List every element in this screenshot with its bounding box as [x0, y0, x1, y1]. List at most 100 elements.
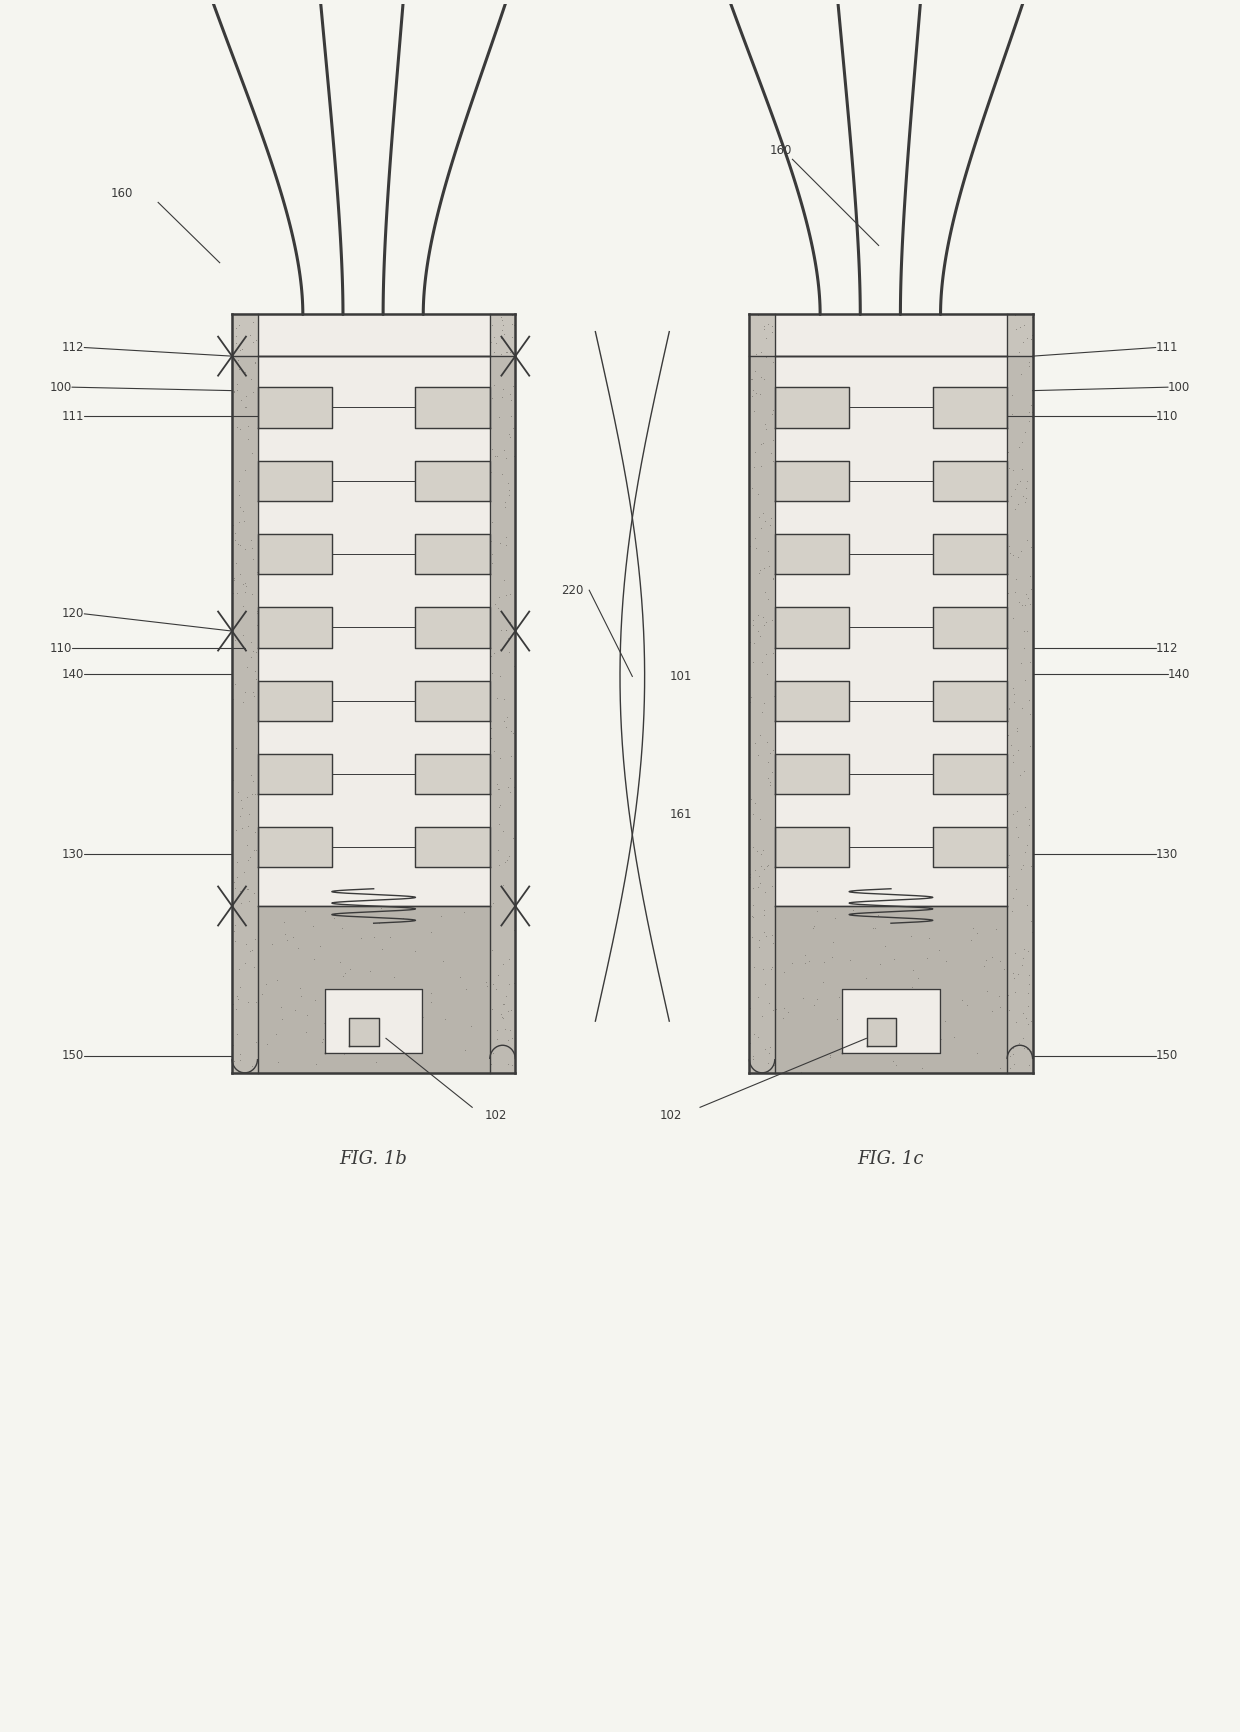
- Polygon shape: [932, 753, 1007, 795]
- Point: [239, 887, 259, 914]
- Point: [740, 629, 760, 656]
- Point: [232, 814, 252, 842]
- Point: [749, 934, 769, 961]
- Polygon shape: [775, 533, 849, 575]
- Point: [432, 902, 451, 930]
- Point: [260, 322, 280, 350]
- Point: [750, 869, 770, 897]
- Point: [482, 343, 502, 371]
- Point: [498, 970, 518, 998]
- Point: [484, 970, 503, 998]
- Point: [241, 843, 260, 871]
- Point: [1014, 634, 1034, 662]
- Point: [740, 994, 760, 1022]
- Point: [505, 703, 525, 731]
- Point: [482, 312, 502, 339]
- Point: [295, 897, 315, 925]
- Point: [1004, 301, 1024, 329]
- Point: [371, 894, 391, 921]
- Point: [763, 400, 782, 428]
- Point: [894, 324, 914, 352]
- Point: [994, 956, 1014, 984]
- Point: [487, 684, 507, 712]
- Point: [497, 703, 517, 731]
- Point: [743, 904, 763, 932]
- Point: [268, 1048, 288, 1076]
- Point: [758, 310, 777, 338]
- Point: [749, 301, 769, 329]
- Point: [223, 766, 243, 793]
- Polygon shape: [415, 533, 490, 575]
- Point: [492, 461, 512, 488]
- Point: [243, 677, 263, 705]
- Point: [1023, 918, 1043, 946]
- Point: [870, 951, 890, 979]
- Point: [1023, 343, 1043, 371]
- Text: 160: 160: [112, 187, 134, 201]
- Point: [1019, 352, 1039, 379]
- Point: [743, 648, 763, 675]
- Point: [456, 975, 476, 1003]
- Point: [334, 961, 353, 989]
- Point: [494, 686, 513, 714]
- Point: [1019, 700, 1039, 727]
- Point: [1004, 1050, 1024, 1077]
- Point: [246, 925, 265, 953]
- Point: [755, 410, 775, 438]
- Point: [800, 947, 820, 975]
- Point: [433, 947, 453, 975]
- Point: [796, 315, 816, 343]
- Point: [290, 975, 310, 1003]
- Point: [285, 996, 305, 1024]
- Point: [1019, 961, 1039, 989]
- Point: [758, 585, 777, 613]
- Point: [761, 954, 781, 982]
- Point: [262, 930, 281, 958]
- Point: [494, 320, 513, 348]
- Point: [501, 764, 521, 792]
- Point: [920, 312, 940, 339]
- Point: [1003, 456, 1023, 483]
- Point: [866, 914, 885, 942]
- Point: [496, 532, 516, 559]
- Point: [1014, 1034, 1034, 1062]
- Point: [1018, 937, 1038, 965]
- Point: [743, 833, 763, 861]
- Point: [490, 811, 510, 838]
- Polygon shape: [415, 753, 490, 795]
- Point: [241, 629, 260, 656]
- Point: [237, 653, 257, 681]
- Point: [1008, 960, 1028, 987]
- Point: [740, 688, 760, 715]
- Point: [744, 629, 764, 656]
- Point: [500, 481, 520, 509]
- Point: [241, 527, 260, 554]
- Point: [247, 837, 267, 864]
- Polygon shape: [258, 461, 332, 501]
- Point: [760, 511, 780, 539]
- Point: [247, 598, 267, 625]
- Point: [495, 707, 515, 734]
- Point: [275, 920, 295, 947]
- Point: [422, 327, 441, 355]
- Text: 110: 110: [1156, 410, 1178, 423]
- Point: [999, 454, 1019, 481]
- Point: [1018, 527, 1038, 554]
- Point: [224, 379, 244, 407]
- Point: [500, 476, 520, 504]
- Point: [234, 456, 254, 483]
- Point: [242, 580, 262, 608]
- Point: [1006, 315, 1025, 343]
- Point: [751, 430, 771, 457]
- Point: [1004, 475, 1024, 502]
- Point: [1014, 618, 1034, 646]
- Point: [750, 721, 770, 748]
- Text: FIG. 1c: FIG. 1c: [858, 1150, 924, 1167]
- Point: [1022, 303, 1042, 331]
- Point: [246, 348, 265, 376]
- Point: [487, 1017, 507, 1044]
- Point: [229, 355, 249, 383]
- Point: [413, 1003, 433, 1031]
- Point: [223, 868, 243, 895]
- Point: [975, 953, 994, 980]
